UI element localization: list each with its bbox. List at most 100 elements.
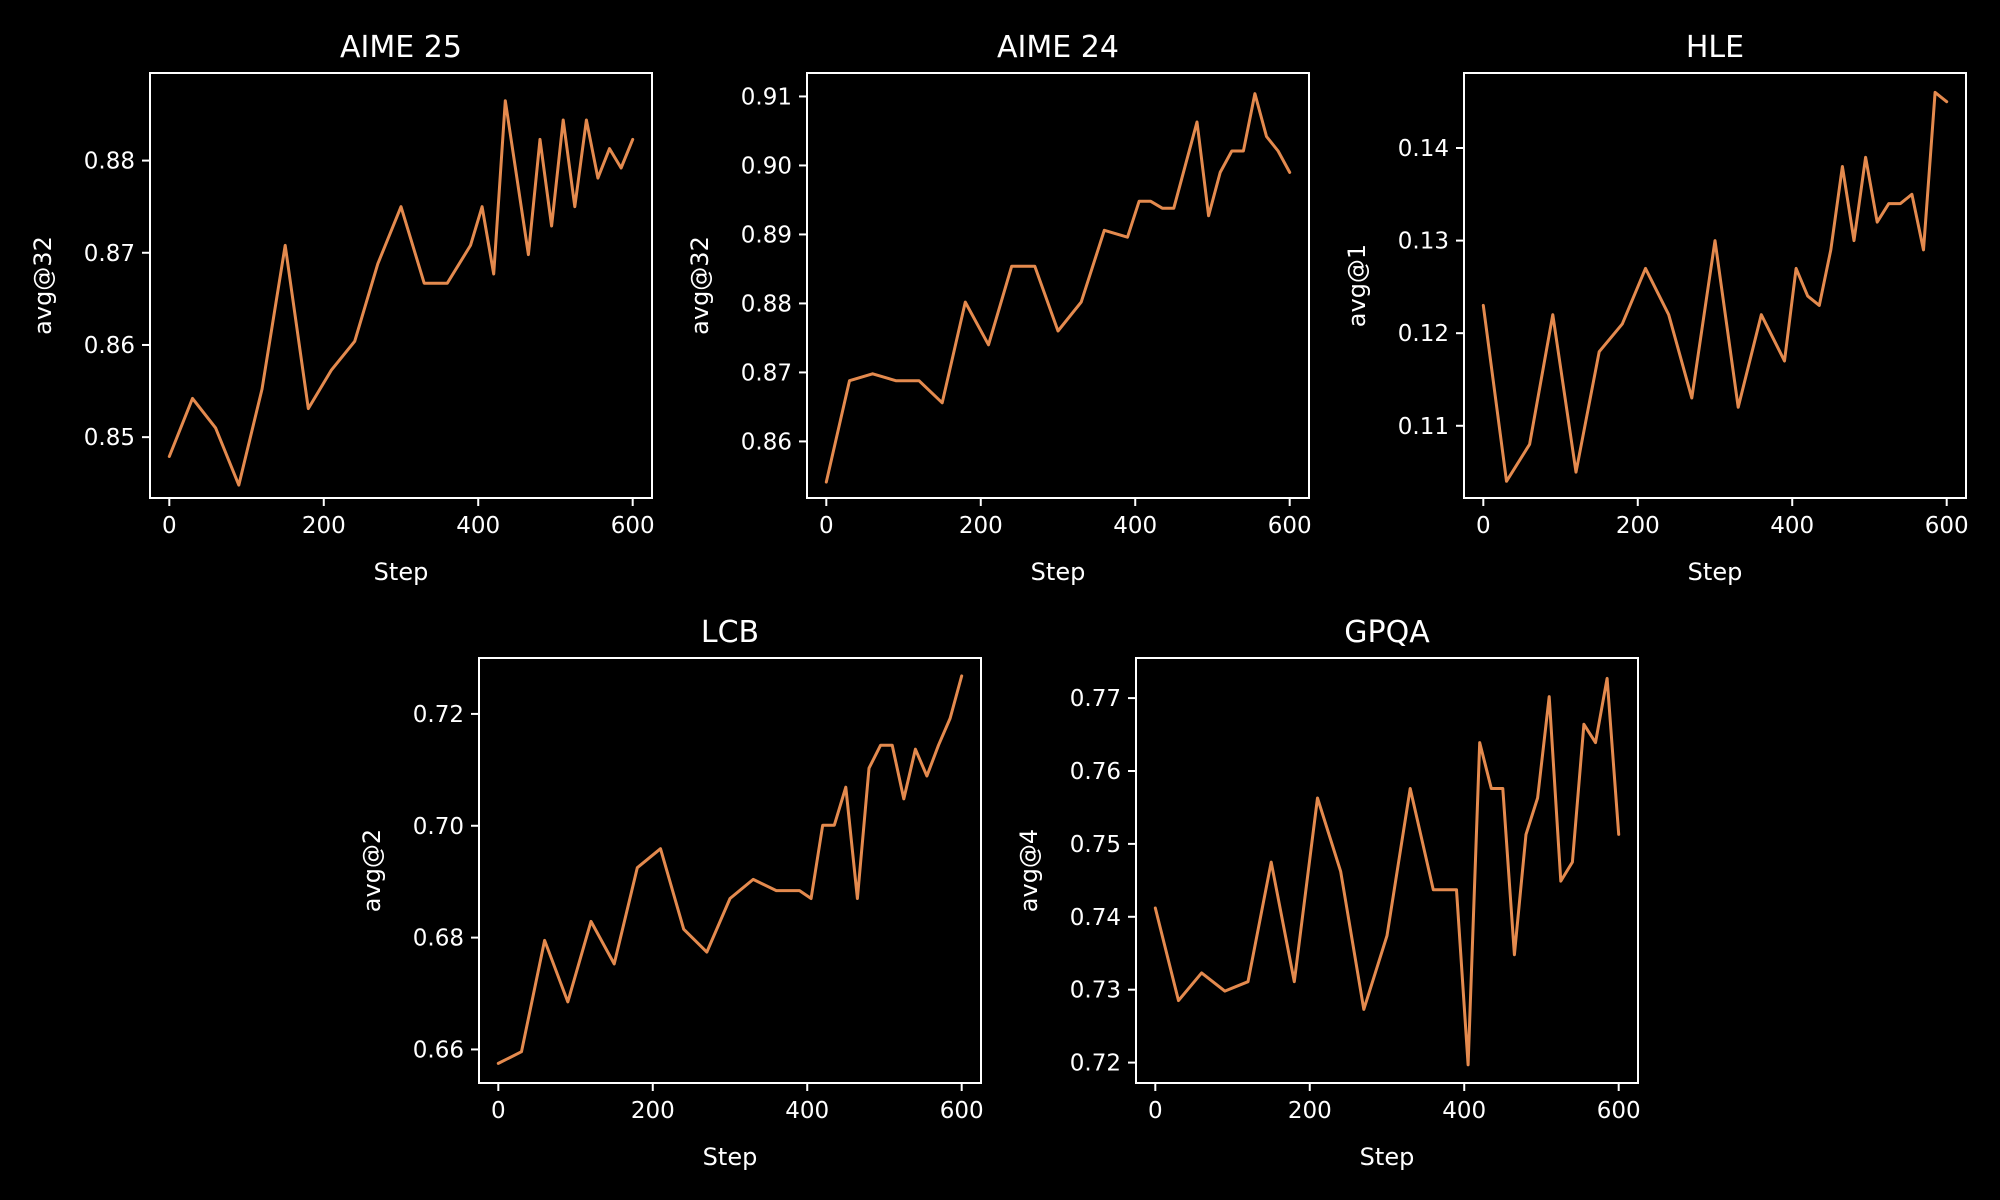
data-point bbox=[1362, 1008, 1365, 1011]
data-point bbox=[1667, 313, 1670, 316]
data-point bbox=[1737, 406, 1740, 409]
data-point bbox=[527, 253, 530, 256]
data-point bbox=[891, 744, 894, 747]
data-point bbox=[1841, 165, 1844, 168]
y-ticks: 0.72 0.73 0.74 0.75 0.76 0.77 bbox=[1070, 686, 1121, 1076]
data-point bbox=[729, 897, 732, 900]
y-tick-label: 0.77 bbox=[1070, 686, 1121, 712]
y-tick-label: 0.88 bbox=[741, 291, 792, 317]
data-point bbox=[1795, 267, 1798, 270]
data-point bbox=[1760, 313, 1763, 316]
data-point bbox=[539, 138, 542, 141]
data-point bbox=[1138, 200, 1141, 203]
data-point bbox=[1559, 880, 1562, 883]
y-tick-label: 0.70 bbox=[413, 814, 464, 840]
data-point bbox=[1467, 1063, 1470, 1066]
axes-frame bbox=[1463, 72, 1967, 499]
data-point bbox=[1154, 907, 1157, 910]
y-tick-label: 0.86 bbox=[84, 333, 135, 359]
x-ticks: 0 200 400 600 bbox=[162, 513, 655, 539]
data-point bbox=[1829, 248, 1832, 251]
data-point bbox=[168, 455, 171, 458]
y-axis-label: avg@32 bbox=[29, 236, 57, 335]
x-tick-label: 0 bbox=[491, 1098, 506, 1124]
x-tick-label: 200 bbox=[631, 1098, 675, 1124]
data-point bbox=[1277, 149, 1280, 152]
chart-title: HLE bbox=[1686, 30, 1744, 65]
x-ticks: 0 200 400 600 bbox=[1148, 1098, 1641, 1124]
data-point bbox=[1293, 980, 1296, 983]
data-point bbox=[914, 748, 917, 751]
x-tick-label: 600 bbox=[940, 1098, 984, 1124]
data-point bbox=[1864, 156, 1867, 159]
data-point bbox=[481, 205, 484, 208]
x-tick-label: 200 bbox=[959, 513, 1003, 539]
data-point bbox=[1080, 301, 1083, 304]
data-point bbox=[589, 920, 592, 923]
y-tick-label: 0.87 bbox=[84, 241, 135, 267]
y-tick-label: 0.89 bbox=[741, 222, 792, 248]
data-point bbox=[1501, 787, 1504, 790]
y-tick-label: 0.72 bbox=[1070, 1051, 1121, 1077]
data-point bbox=[1126, 236, 1129, 239]
y-ticks: 0.11 0.12 0.13 0.14 bbox=[1398, 136, 1449, 440]
data-point bbox=[550, 225, 553, 228]
x-ticks: 0 200 400 600 bbox=[819, 513, 1312, 539]
y-tick-label: 0.91 bbox=[741, 84, 792, 110]
y-tick-label: 0.11 bbox=[1398, 414, 1449, 440]
data-point bbox=[917, 379, 920, 382]
data-point bbox=[573, 205, 576, 208]
data-point bbox=[659, 847, 662, 850]
data-point bbox=[894, 379, 897, 382]
x-tick-label: 0 bbox=[819, 513, 834, 539]
series-line bbox=[167, 99, 635, 487]
x-tick-label: 400 bbox=[456, 513, 500, 539]
data-point bbox=[596, 177, 599, 180]
data-point bbox=[1606, 677, 1609, 680]
data-point bbox=[1945, 100, 1948, 103]
data-point bbox=[1853, 239, 1856, 242]
data-point bbox=[330, 368, 333, 371]
data-point bbox=[964, 301, 967, 304]
data-point bbox=[492, 272, 495, 275]
data-point bbox=[608, 147, 611, 150]
y-tick-label: 0.88 bbox=[84, 149, 135, 175]
data-point bbox=[376, 262, 379, 265]
chart-aime-24: AIME 24 Step avg@32 0 200 400 600 0.86 0… bbox=[686, 30, 1312, 586]
data-point bbox=[1528, 443, 1531, 446]
x-tick-label: 400 bbox=[1113, 513, 1157, 539]
series-line bbox=[1481, 90, 1949, 483]
data-point bbox=[1887, 202, 1890, 205]
y-tick-label: 0.72 bbox=[413, 702, 464, 728]
chart-gpqa: GPQA Step avg@4 0 200 400 600 0.72 0.73 … bbox=[1015, 615, 1641, 1171]
data-point bbox=[353, 340, 356, 343]
x-axis-label: Step bbox=[1031, 558, 1086, 586]
data-point bbox=[1714, 239, 1717, 242]
y-tick-label: 0.73 bbox=[1070, 978, 1121, 1004]
data-point bbox=[1339, 870, 1342, 873]
x-ticks: 0 200 400 600 bbox=[1476, 513, 1969, 539]
data-point bbox=[237, 484, 240, 487]
chart-lcb: LCB Step avg@2 0 200 400 600 0.66 0.68 0… bbox=[358, 615, 984, 1171]
data-point bbox=[543, 939, 546, 942]
data-point bbox=[1386, 934, 1389, 937]
data-point bbox=[1644, 267, 1647, 270]
chart-title: LCB bbox=[701, 615, 759, 650]
data-point bbox=[1219, 171, 1222, 174]
x-ticks: 0 200 400 600 bbox=[491, 1098, 984, 1124]
data-point bbox=[497, 1062, 500, 1065]
data-point bbox=[682, 928, 685, 931]
chart-title: GPQA bbox=[1344, 615, 1430, 650]
data-point bbox=[1690, 397, 1693, 400]
data-point bbox=[798, 889, 801, 892]
data-point bbox=[1582, 723, 1585, 726]
axes-frame bbox=[1135, 657, 1639, 1084]
x-tick-label: 0 bbox=[1148, 1098, 1163, 1124]
y-tick-label: 0.85 bbox=[84, 425, 135, 451]
x-tick-label: 400 bbox=[1770, 513, 1814, 539]
data-point bbox=[1617, 833, 1620, 836]
data-point bbox=[844, 786, 847, 789]
y-tick-label: 0.76 bbox=[1070, 759, 1121, 785]
data-point bbox=[1478, 741, 1481, 744]
